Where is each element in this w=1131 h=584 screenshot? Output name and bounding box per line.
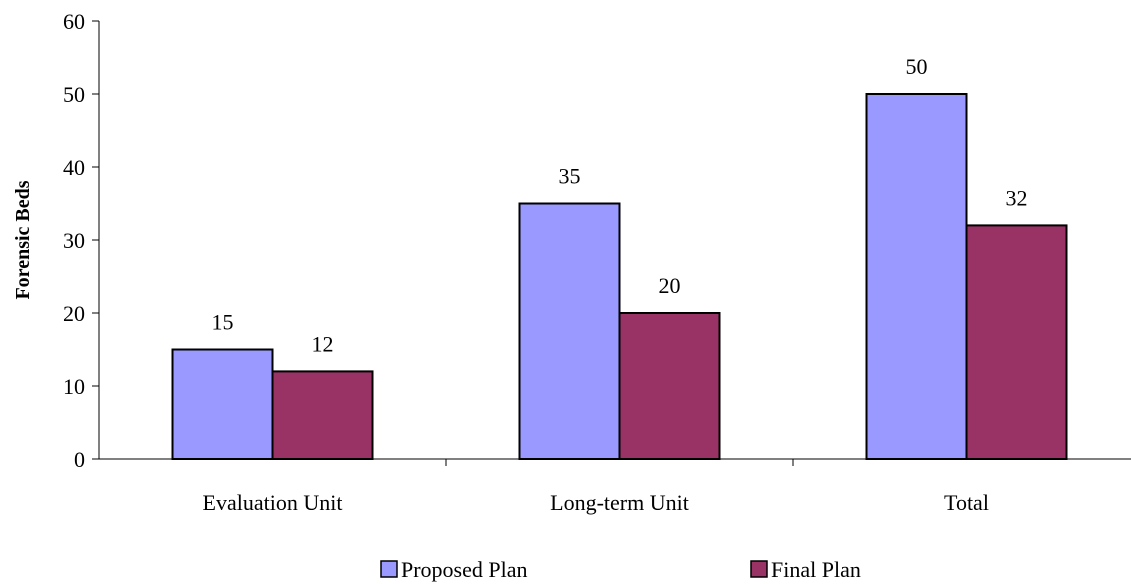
data-label: 35 — [559, 164, 581, 189]
bars — [171, 93, 1068, 460]
legend-swatch — [750, 560, 768, 578]
legend-label: Proposed Plan — [401, 557, 528, 582]
legend-swatch — [380, 560, 398, 578]
data-label: 32 — [1006, 185, 1028, 210]
y-tick-label: 0 — [74, 447, 85, 472]
x-category-label: Long-term Unit — [550, 490, 689, 515]
x-category-label: Evaluation Unit — [203, 490, 343, 515]
labels: 0 10 20 30 40 50 60 15 12 Evaluation Unit 35 20 Long… — [63, 9, 1028, 515]
data-label: 15 — [212, 310, 234, 335]
bar-proposed — [171, 348, 274, 460]
bar-final — [965, 224, 1068, 460]
bar-proposed — [518, 202, 621, 460]
legend-label: Final Plan — [771, 557, 861, 582]
y-tick-label: 30 — [63, 228, 85, 253]
legend-item: Final Plan — [750, 557, 861, 582]
x-category-label: Total — [944, 490, 989, 515]
y-axis-title: Forensic Beds — [12, 180, 34, 299]
bar-proposed — [865, 93, 968, 460]
bar-final — [271, 370, 374, 460]
y-tick-label: 20 — [63, 301, 85, 326]
y-tick-label: 60 — [63, 9, 85, 34]
y-tick-label: 40 — [63, 155, 85, 180]
bar-final — [618, 312, 721, 460]
y-tick-label: 10 — [63, 374, 85, 399]
legend-item: Proposed Plan — [380, 557, 528, 582]
data-label: 20 — [659, 273, 681, 298]
data-label: 12 — [312, 331, 334, 356]
legend: Proposed Plan Final Plan — [380, 557, 861, 582]
y-tick-label: 50 — [63, 82, 85, 107]
data-label: 50 — [906, 54, 928, 79]
